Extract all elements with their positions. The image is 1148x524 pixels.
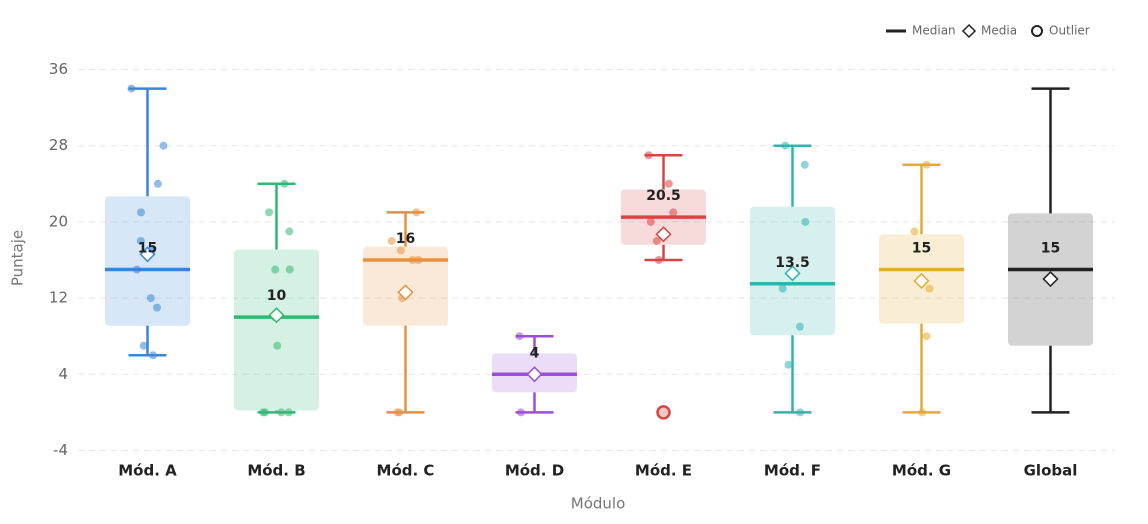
- mean-marker: [655, 226, 672, 243]
- x-tick-label: Mód. G: [892, 462, 951, 480]
- data-point: [280, 179, 289, 188]
- data-point: [918, 408, 927, 417]
- mean-marker: [1042, 270, 1059, 288]
- data-point: [139, 341, 148, 350]
- mean-marker: [784, 265, 801, 282]
- data-point: [515, 332, 524, 341]
- x-tick-label: Mód. C: [377, 462, 435, 480]
- data-point: [796, 408, 805, 417]
- data-point: [669, 208, 678, 217]
- median-label: 15: [138, 241, 157, 257]
- legend-mean-icon: [961, 23, 977, 39]
- data-point: [654, 256, 663, 264]
- data-point: [412, 208, 421, 217]
- data-point: [137, 208, 146, 217]
- data-point: [922, 160, 931, 169]
- mean-marker: [526, 366, 543, 383]
- mean-marker: [139, 246, 156, 263]
- box: [234, 249, 319, 411]
- median-label: 10: [267, 288, 287, 304]
- data-point: [265, 208, 274, 217]
- x-tick-label: Mód. A: [118, 462, 177, 480]
- legend-label: Outlier: [1049, 24, 1090, 38]
- y-tick-label: 20: [49, 212, 68, 230]
- y-tick-label: 28: [49, 136, 68, 154]
- data-point: [652, 236, 661, 245]
- x-axis-title: Módulo: [571, 495, 626, 513]
- y-axis-title: Puntaje: [9, 230, 27, 286]
- x-tick-label: Mód. E: [635, 462, 692, 480]
- data-point: [159, 141, 168, 150]
- data-point: [925, 284, 934, 293]
- x-tick-label: Mód. F: [764, 462, 821, 480]
- y-tick-label: 4: [58, 365, 68, 383]
- data-point: [664, 179, 673, 188]
- legend-label: Media: [981, 24, 1017, 38]
- data-point: [152, 303, 161, 312]
- data-point: [136, 236, 145, 245]
- data-point: [646, 217, 655, 226]
- data-point: [795, 322, 804, 331]
- median-label: 13.5: [775, 255, 810, 271]
- data-point: [273, 341, 282, 350]
- data-point: [387, 236, 396, 245]
- data-point: [922, 332, 931, 341]
- data-point: [285, 227, 294, 236]
- x-tick-label: Global: [1024, 462, 1078, 480]
- mean-marker: [268, 307, 285, 324]
- x-tick-label: Mód. D: [505, 462, 564, 480]
- data-point: [801, 217, 810, 226]
- data-point: [146, 294, 155, 303]
- data-point: [149, 351, 158, 360]
- median-label: 16: [396, 231, 415, 247]
- data-point: [271, 265, 280, 274]
- median-label: 15: [1041, 241, 1060, 257]
- data-point: [393, 408, 402, 417]
- data-point: [778, 284, 787, 293]
- median-label: 20.5: [646, 188, 681, 204]
- data-point: [285, 265, 294, 274]
- y-tick-label: 36: [49, 60, 68, 78]
- data-point: [277, 408, 286, 417]
- legend-outlier-icon: [1031, 25, 1043, 37]
- median-label: 15: [912, 241, 931, 257]
- data-point: [781, 141, 790, 150]
- data-point: [910, 227, 919, 236]
- y-tick-label: -4: [53, 441, 68, 459]
- data-point: [259, 408, 268, 417]
- mean-marker: [397, 284, 414, 301]
- data-point: [800, 160, 809, 169]
- legend-label: Median: [912, 24, 956, 38]
- data-point: [516, 408, 525, 417]
- data-point: [127, 84, 136, 93]
- data-point: [784, 360, 793, 369]
- data-point: [396, 246, 405, 255]
- median-label: 4: [530, 345, 540, 361]
- y-tick-label: 12: [49, 289, 68, 307]
- data-point: [644, 151, 653, 160]
- mean-marker: [913, 272, 930, 290]
- x-tick-label: Mód. B: [247, 462, 305, 480]
- outlier: [656, 405, 671, 420]
- data-point: [153, 179, 162, 188]
- data-point: [284, 408, 293, 417]
